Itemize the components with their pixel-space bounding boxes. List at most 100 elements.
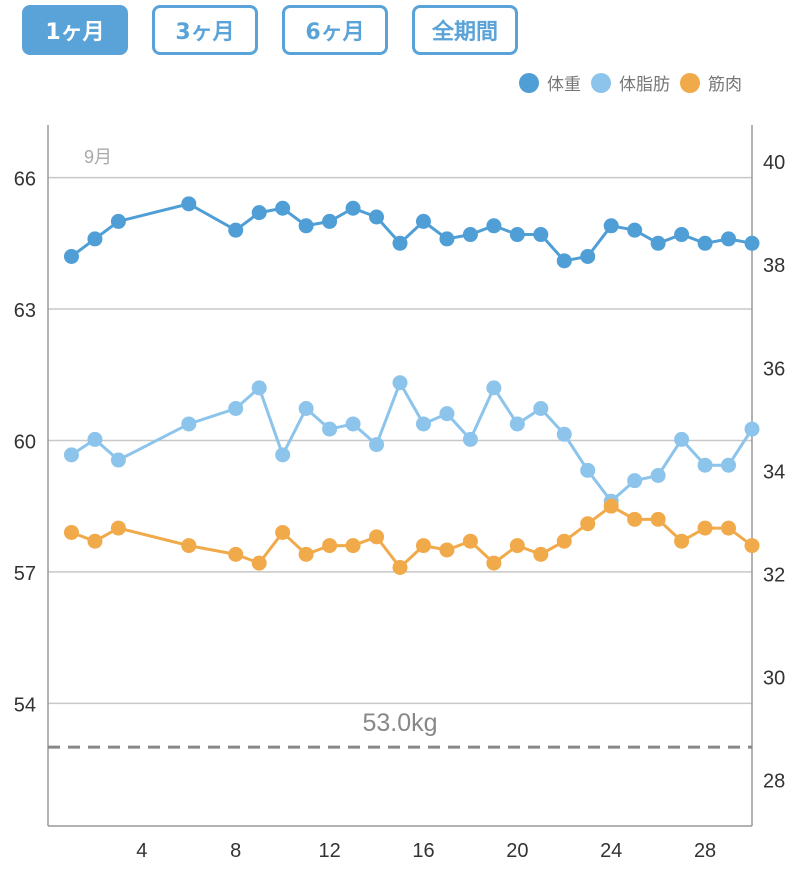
data-point-0 (697, 235, 713, 251)
chart-legend: 体重 体脂肪 筋肉 (509, 70, 742, 95)
data-point-0 (486, 218, 502, 234)
data-point-1 (251, 380, 267, 396)
data-point-1 (627, 473, 643, 489)
data-point-2 (63, 524, 79, 540)
data-point-1 (580, 462, 596, 478)
data-point-0 (533, 227, 549, 243)
left-axis-tick-label: 63 (14, 300, 36, 322)
period-tabs: 1ヶ月 3ヶ月 6ヶ月 全期間 (22, 5, 518, 55)
data-point-2 (369, 529, 385, 545)
data-point-2 (603, 498, 619, 514)
data-point-2 (228, 546, 244, 562)
data-point-0 (415, 213, 431, 229)
data-point-0 (439, 231, 455, 247)
data-point-2 (580, 516, 596, 532)
data-point-2 (87, 533, 103, 549)
data-point-2 (392, 560, 408, 576)
data-point-0 (650, 235, 666, 251)
x-axis-tick-label: 20 (506, 840, 528, 862)
data-point-1 (392, 375, 408, 391)
data-point-2 (181, 538, 197, 554)
x-axis-tick-label: 28 (694, 840, 716, 862)
data-point-2 (627, 511, 643, 527)
data-point-0 (251, 205, 267, 221)
data-point-0 (580, 248, 596, 264)
legend-body-fat-dot (591, 72, 611, 93)
data-point-1 (439, 406, 455, 422)
series-line-0 (70, 202, 753, 263)
right-axis-tick-label: 40 (763, 152, 785, 174)
tab-3-months[interactable]: 3ヶ月 (152, 5, 258, 55)
data-point-0 (275, 200, 291, 216)
x-axis-tick-label: 8 (230, 840, 241, 862)
right-axis-tick-label: 36 (763, 358, 785, 380)
month-label: 9月 (84, 147, 112, 167)
data-point-2 (650, 511, 666, 527)
legend-weight-label: 体重 (547, 75, 581, 95)
legend-muscle-label: 筋肉 (708, 75, 742, 95)
data-point-2 (251, 555, 267, 571)
left-axis-tick-label: 54 (14, 694, 36, 716)
x-axis-tick-label: 16 (412, 840, 434, 862)
data-point-0 (509, 227, 525, 243)
data-point-0 (87, 231, 103, 247)
data-point-0 (181, 196, 197, 212)
data-point-2 (486, 555, 502, 571)
data-point-2 (462, 533, 478, 549)
tab-1-month[interactable]: 1ヶ月 (22, 5, 128, 55)
data-point-2 (509, 538, 525, 554)
right-axis-tick-label: 34 (763, 461, 785, 483)
legend-weight-dot (519, 72, 539, 93)
data-point-0 (556, 253, 572, 269)
data-point-0 (392, 235, 408, 251)
data-point-1 (556, 426, 572, 442)
data-point-0 (369, 209, 385, 225)
data-point-0 (603, 218, 619, 234)
data-point-2 (298, 546, 314, 562)
tab-all-time[interactable]: 全期間 (412, 5, 518, 55)
data-point-1 (533, 400, 549, 416)
x-axis-tick-label: 4 (136, 840, 147, 862)
data-point-0 (228, 222, 244, 238)
data-point-1 (650, 468, 666, 483)
left-axis-tick-label: 66 (14, 169, 36, 191)
data-point-1 (275, 447, 291, 463)
right-axis-tick-label: 30 (763, 668, 785, 690)
target-label: 53.0kg (362, 709, 437, 737)
data-point-2 (322, 538, 338, 554)
data-point-2 (415, 538, 431, 554)
series-line-1 (70, 379, 754, 504)
data-point-2 (345, 538, 361, 554)
data-point-2 (674, 533, 690, 549)
data-point-0 (298, 218, 314, 234)
right-axis-tick-label: 32 (763, 564, 785, 586)
data-point-0 (721, 231, 737, 247)
x-axis-tick-label: 24 (600, 840, 622, 862)
data-point-2 (744, 538, 760, 554)
data-point-1 (369, 437, 385, 453)
data-point-1 (415, 416, 431, 432)
data-point-1 (87, 431, 103, 447)
data-point-1 (486, 380, 502, 396)
x-axis-tick-label: 12 (318, 840, 340, 862)
data-point-2 (721, 520, 737, 536)
data-point-1 (462, 431, 478, 447)
data-point-2 (697, 520, 713, 536)
tab-6-months[interactable]: 6ヶ月 (282, 5, 388, 55)
data-point-1 (674, 431, 690, 447)
legend-muscle-dot (680, 72, 700, 93)
data-point-1 (228, 400, 244, 416)
data-point-2 (533, 546, 549, 562)
data-point-0 (345, 200, 361, 216)
data-point-0 (322, 213, 338, 229)
data-point-1 (697, 457, 713, 473)
data-point-1 (181, 416, 197, 432)
right-axis-tick-label: 28 (763, 771, 785, 793)
data-point-1 (509, 416, 525, 432)
data-point-1 (298, 400, 314, 416)
data-point-0 (462, 227, 478, 243)
data-point-2 (556, 533, 572, 549)
data-point-0 (627, 222, 643, 238)
data-point-1 (744, 421, 760, 437)
